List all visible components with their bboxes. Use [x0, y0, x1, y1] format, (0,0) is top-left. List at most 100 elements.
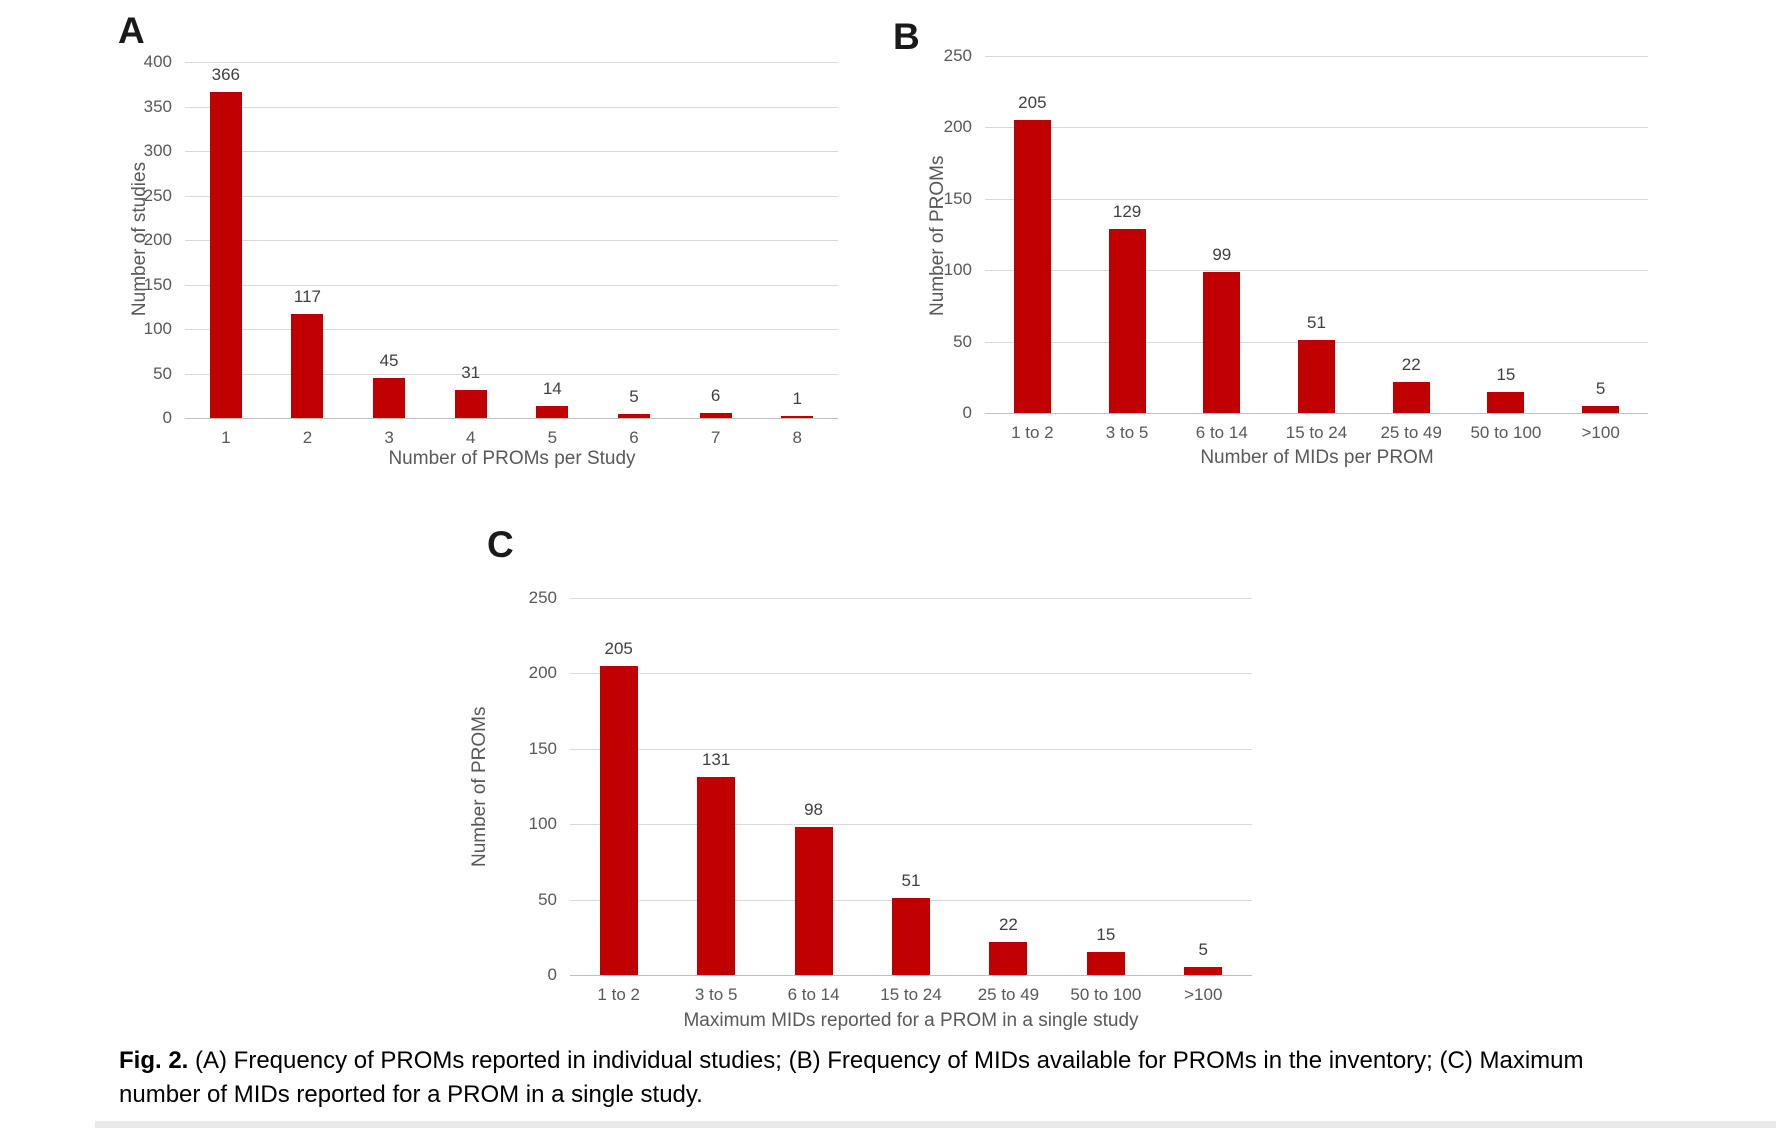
panel-b-letter: B	[893, 16, 921, 57]
bar-value-label: 5	[1198, 940, 1209, 959]
y-tick-label: 250	[528, 588, 557, 607]
bar-value-label: 5	[629, 387, 639, 406]
x-tick-label: 8	[792, 428, 802, 447]
bar-15 to 24	[892, 898, 930, 975]
bar-7	[700, 413, 732, 418]
x-tick-label: 6 to 14	[787, 985, 840, 1004]
x-tick-label: 3	[384, 428, 394, 447]
bar-3	[373, 378, 405, 418]
x-tick-label: 4	[465, 428, 476, 447]
figure-caption-text: (A) Frequency of PROMs reported in indiv…	[119, 1047, 1584, 1108]
bar-50 to 100	[1487, 392, 1524, 413]
gridline-y200	[985, 127, 1648, 129]
bar-5	[536, 406, 568, 418]
bar-value-label: 31	[461, 363, 481, 382]
x-tick-label: 2	[302, 428, 313, 447]
x-tick-label: 6	[629, 428, 639, 447]
x-tick-label: 50 to 100	[1470, 423, 1542, 442]
y-tick-label: 50	[538, 889, 557, 909]
bar-value-label: 15	[1496, 365, 1516, 384]
bar-value-label: 99	[1212, 245, 1232, 264]
y-tick-label: 250	[943, 46, 972, 65]
bar-value-label: 205	[604, 639, 633, 658]
bar-4	[455, 390, 487, 418]
bar-6 to 14	[1203, 272, 1240, 413]
figure-caption: Fig. 2. (A) Frequency of PROMs reported …	[119, 1044, 1667, 1112]
x-tick-label: 1 to 2	[1011, 423, 1054, 442]
gridline-y0	[985, 413, 1648, 414]
gridline-y150	[985, 198, 1648, 200]
bar->100	[1184, 967, 1222, 975]
y-tick-label: 400	[143, 52, 172, 71]
bar-50 to 100	[1087, 952, 1125, 975]
x-tick-label: 1 to 2	[597, 985, 640, 1004]
y-tick-label: 0	[547, 965, 557, 984]
bar-value-label: 6	[710, 386, 721, 405]
gridline-y350	[185, 106, 838, 108]
panel-b-y-axis-title: Number of PROMs	[927, 155, 948, 316]
bar-value-label: 14	[542, 379, 562, 398]
y-tick-label: 150	[143, 274, 172, 294]
bar-value-label: 117	[293, 287, 321, 306]
bar->100	[1582, 406, 1619, 413]
gridline-y100	[985, 270, 1648, 272]
panel-c-y-axis-title: Number of PROMs	[469, 706, 490, 867]
bar-value-label: 51	[1307, 313, 1326, 332]
figure-caption-label: Fig. 2.	[119, 1047, 189, 1074]
y-tick-label: 250	[143, 185, 172, 205]
y-tick-label: 150	[943, 188, 972, 208]
bar-2	[291, 314, 323, 418]
bar-value-label: 22	[1401, 355, 1421, 374]
bar-6	[618, 414, 650, 418]
y-tick-label: 0	[962, 403, 972, 422]
x-tick-label: >100	[1581, 423, 1620, 442]
y-tick-label: 350	[143, 96, 172, 116]
bar-value-label: 129	[1112, 202, 1142, 221]
gridline-y200	[570, 673, 1252, 675]
panel-b-x-axis-title: Number of MIDs per PROM	[1200, 447, 1434, 468]
gridline-y100	[570, 824, 1252, 826]
x-tick-label: 7	[710, 428, 721, 447]
x-tick-label: 3 to 5	[1105, 423, 1149, 442]
gridline-y250	[985, 56, 1648, 57]
x-tick-label: 15 to 24	[880, 985, 942, 1004]
panel-a-x-axis-title: Number of PROMs per Study	[388, 448, 636, 469]
gridline-y200	[185, 240, 838, 241]
bar-value-label: 5	[1595, 379, 1606, 398]
bar-value-label: 22	[998, 915, 1018, 934]
bar-25 to 49	[1393, 382, 1430, 413]
x-tick-label: 25 to 49	[977, 985, 1040, 1004]
y-tick-label: 100	[143, 319, 172, 338]
x-tick-label: >100	[1184, 985, 1223, 1004]
bar-1 to 2	[1014, 120, 1051, 413]
bar-value-label: 51	[901, 871, 921, 890]
bar-value-label: 1	[792, 389, 802, 408]
panel-c-letter: C	[487, 524, 515, 565]
gridline-y150	[570, 748, 1252, 750]
y-tick-label: 150	[528, 738, 557, 758]
panel-c-x-axis-title: Maximum MIDs reported for a PROM in a si…	[683, 1010, 1139, 1031]
bar-value-label: 15	[1096, 925, 1116, 944]
y-tick-label: 200	[943, 117, 972, 137]
y-tick-label: 100	[943, 260, 972, 280]
y-tick-label: 200	[143, 230, 172, 249]
bar-1	[210, 92, 242, 418]
y-tick-label: 50	[153, 363, 172, 383]
panel-a-letter: A	[118, 10, 146, 51]
gridline-y0	[570, 975, 1252, 976]
gridline-y300	[185, 151, 838, 152]
gridline-y250	[570, 598, 1252, 599]
y-tick-label: 0	[162, 408, 172, 427]
page-bottom-divider	[95, 1121, 1776, 1128]
bar-3 to 5	[1109, 229, 1146, 413]
x-tick-label: 3 to 5	[694, 985, 738, 1004]
bar-1 to 2	[600, 666, 638, 975]
gridline-y100	[185, 329, 838, 330]
y-tick-label: 300	[143, 141, 172, 160]
y-tick-label: 200	[528, 663, 557, 683]
x-tick-label: 1	[221, 428, 231, 447]
gridline-y250	[185, 195, 838, 197]
x-tick-label: 50 to 100	[1070, 985, 1142, 1004]
bar-3 to 5	[697, 777, 735, 975]
